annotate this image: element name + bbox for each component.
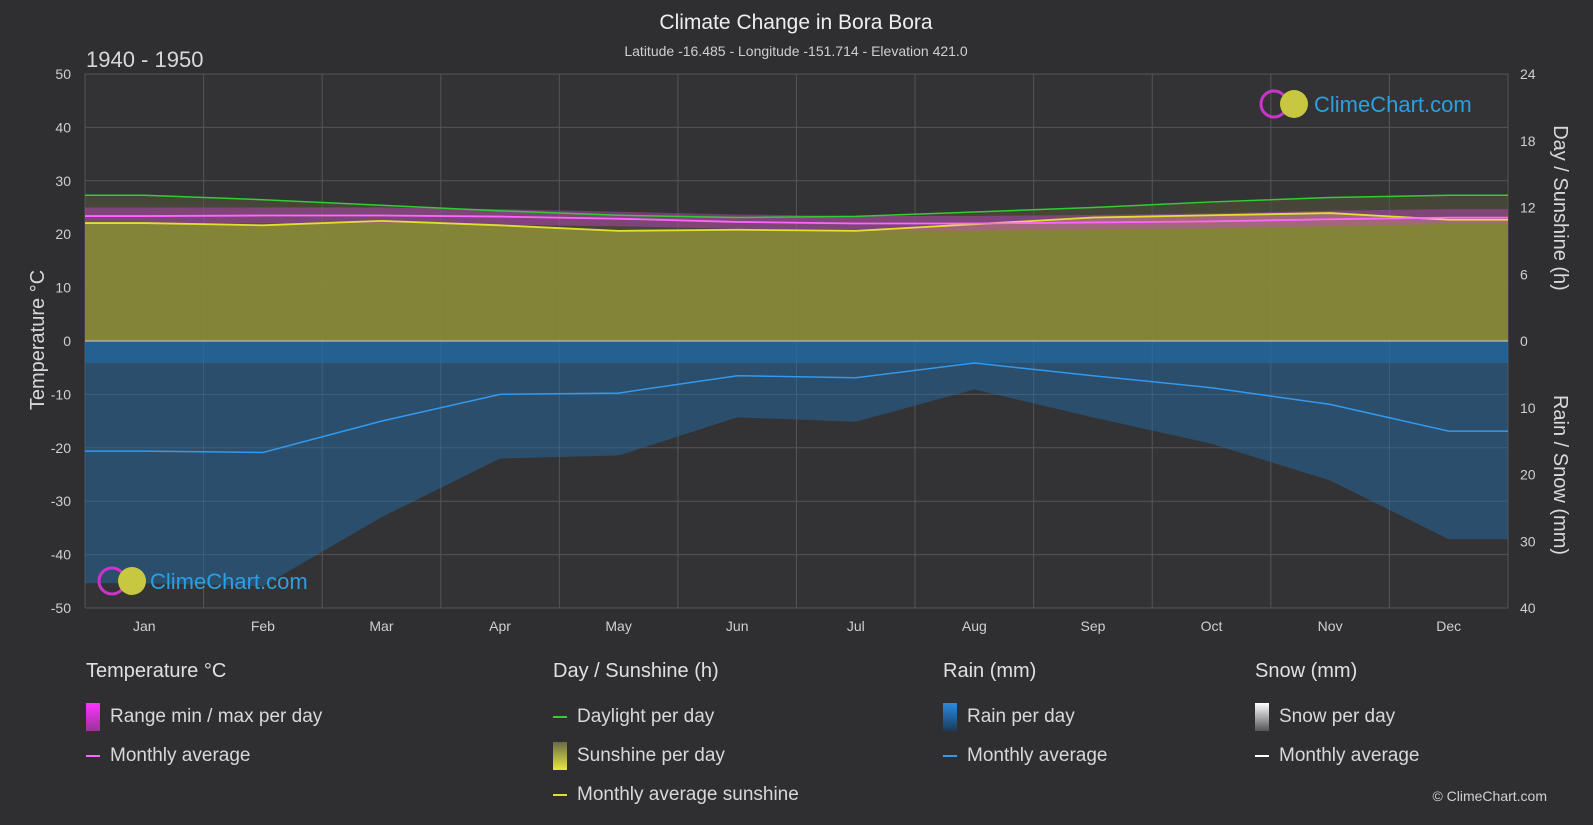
logo-sun-icon [1280, 90, 1308, 118]
temp-avg-line [85, 214, 1508, 225]
y-right-top-tick: 18 [1520, 133, 1536, 149]
y-left-tick: -30 [51, 493, 71, 509]
chart-subtitle: Latitude -16.485 - Longitude -151.714 - … [624, 43, 967, 59]
legend-snow-day: Snow per day [1279, 705, 1396, 727]
y-right-top-tick: 24 [1520, 66, 1536, 82]
legend-temperature-title: Temperature °C [86, 660, 227, 682]
y-left-tick: -40 [51, 547, 71, 563]
legend-rain-avg: Monthly average [967, 744, 1108, 766]
y-right-bottom-tick: 10 [1520, 400, 1536, 416]
rain-swatch [943, 702, 957, 731]
x-tick-label: Mar [369, 618, 393, 634]
chart-title: Climate Change in Bora Bora [659, 11, 932, 34]
temp-range-band [85, 207, 1508, 231]
y-right-bottom-tick: 20 [1520, 467, 1536, 483]
y-left-tick: 10 [55, 280, 71, 296]
legend-sunshine: Day / Sunshine (h) Daylight per day Suns… [553, 660, 799, 814]
watermark-text: ClimeChart.com [150, 569, 308, 594]
y-left-tick: -20 [51, 440, 71, 456]
snow-avg-swatch [1255, 754, 1269, 757]
rain-avg-line [85, 362, 1508, 454]
sunshine-area [85, 213, 1508, 341]
temp-avg-swatch [86, 754, 100, 757]
snow-swatch [1255, 702, 1269, 731]
daylight-swatch [553, 715, 567, 718]
legend-daylight: Daylight per day [577, 705, 715, 727]
sunshine-avg-swatch [553, 793, 567, 796]
rain-area [85, 341, 1508, 587]
legend-temp-range: Range min / max per day [110, 705, 323, 727]
x-tick-label: Jan [133, 618, 156, 634]
x-tick-label: Jul [847, 618, 865, 634]
y-right-top-tick: 0 [1520, 333, 1528, 349]
legend-snow-title: Snow (mm) [1255, 660, 1358, 682]
x-tick-label: Jun [726, 618, 749, 634]
legend-temperature: Temperature °C Range min / max per day M… [86, 660, 322, 775]
legend-sunshine-day: Sunshine per day [577, 744, 725, 766]
y-right-bottom-label: Rain / Snow (mm) [1549, 395, 1571, 555]
rain-band [85, 341, 1508, 363]
sunshine-swatch [553, 741, 567, 770]
legend-temp-avg: Monthly average [110, 744, 251, 766]
period-label: 1940 - 1950 [86, 47, 203, 72]
y-right-top-tick: 12 [1520, 200, 1536, 216]
x-tick-label: Oct [1201, 618, 1223, 634]
logo-sun-icon [118, 567, 146, 595]
copyright: © ClimeChart.com [1432, 788, 1547, 804]
x-tick-label: Apr [489, 618, 511, 634]
legend-snow: Snow (mm) Snow per day Monthly average [1255, 660, 1419, 775]
y-left-tick: 50 [55, 66, 71, 82]
legend-sunshine-avg: Monthly average sunshine [577, 783, 799, 805]
watermark-text: ClimeChart.com [1314, 92, 1472, 117]
y-left-tick: 40 [55, 119, 71, 135]
y-left-label: Temperature °C [27, 270, 49, 410]
y-right-bottom-tick: 40 [1520, 600, 1536, 616]
watermark-bottom: ClimeChart.com [97, 566, 308, 596]
x-tick-label: Feb [251, 618, 275, 634]
y-right-bottom-tick: 30 [1520, 533, 1536, 549]
y-left-tick: -50 [51, 600, 71, 616]
legend-rain-title: Rain (mm) [943, 660, 1037, 682]
y-left-tick: 30 [55, 173, 71, 189]
x-tick-label: Nov [1318, 618, 1343, 634]
y-right-top-tick: 6 [1520, 266, 1528, 282]
y-left-tick: 0 [63, 333, 71, 349]
rain-avg-swatch [943, 754, 957, 757]
watermark-top: ClimeChart.com [1259, 89, 1472, 119]
legend-sunshine-title: Day / Sunshine (h) [553, 660, 719, 682]
legend-rain-day: Rain per day [967, 705, 1075, 727]
y-left-tick: 20 [55, 226, 71, 242]
x-tick-label: May [605, 618, 631, 634]
daylight-line [85, 194, 1508, 219]
temp-range-swatch [86, 702, 100, 731]
legend-snow-avg: Monthly average [1279, 744, 1420, 766]
x-tick-label: Dec [1436, 618, 1461, 634]
x-tick-label: Aug [962, 618, 987, 634]
y-left-tick: -10 [51, 386, 71, 402]
legend-rain: Rain (mm) Rain per day Monthly average [943, 660, 1107, 775]
sunshine-avg-line [85, 212, 1508, 232]
y-right-top-label: Day / Sunshine (h) [1549, 125, 1571, 291]
x-tick-label: Sep [1080, 618, 1105, 634]
